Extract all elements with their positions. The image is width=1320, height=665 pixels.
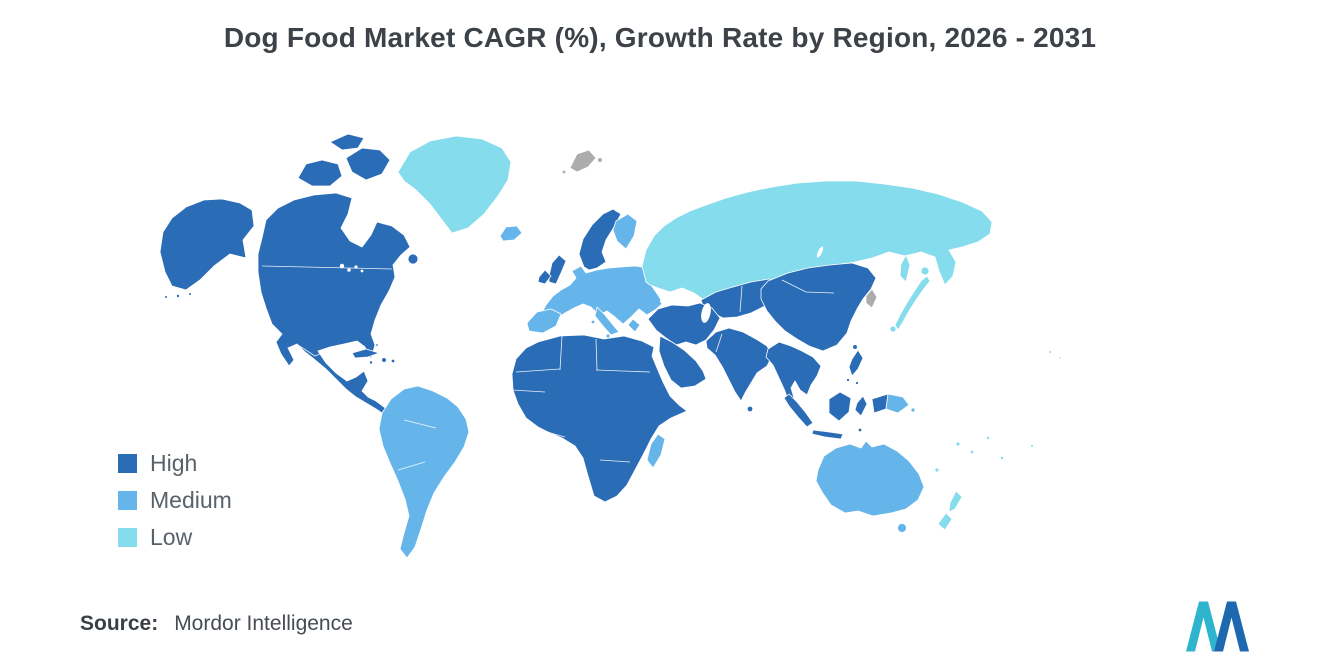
region-southeast-asia [765,341,889,440]
region-south-america [378,385,470,559]
region-uk [537,254,567,285]
legend-label-medium: Medium [150,487,232,513]
logo-left-peak [1186,601,1221,652]
region-pacific-islands [934,350,1062,473]
region-scandinavia [578,208,622,271]
region-png [885,393,916,414]
source-value: Mordor Intelligence [174,612,353,635]
legend-label-high: High [150,450,198,476]
legend-item-high: High [118,450,232,476]
source-line: Source: Mordor Intelligence [80,612,353,636]
lakes-and-seas [339,246,824,323]
region-europe [526,213,664,339]
legend-swatch-low [118,527,137,547]
region-new-zealand [937,490,963,531]
region-australia [815,440,925,533]
legend-swatch-high [118,453,137,473]
region-east-asia [760,262,877,352]
mordor-intelligence-logo [1186,601,1249,652]
region-iceland [499,225,523,242]
chart-title: Dog Food Market CAGR (%), Growth Rate by… [223,22,1097,53]
region-north-america [159,133,419,416]
legend-swatch-medium [118,490,137,510]
legend-item-low: Low [118,524,232,550]
region-japan [889,266,931,333]
region-greenland [397,135,512,234]
country-borders [261,265,835,471]
legend-item-medium: Medium [118,487,232,513]
legend: High Medium Low [118,450,232,550]
region-svalbard [561,149,603,175]
legend-label-low: Low [150,524,193,550]
region-madagascar [646,433,666,469]
region-south-asia [705,327,773,413]
logo-right-peak [1214,601,1249,652]
source-label: Source: [80,612,159,635]
region-korea [865,288,878,309]
region-africa [511,334,688,503]
